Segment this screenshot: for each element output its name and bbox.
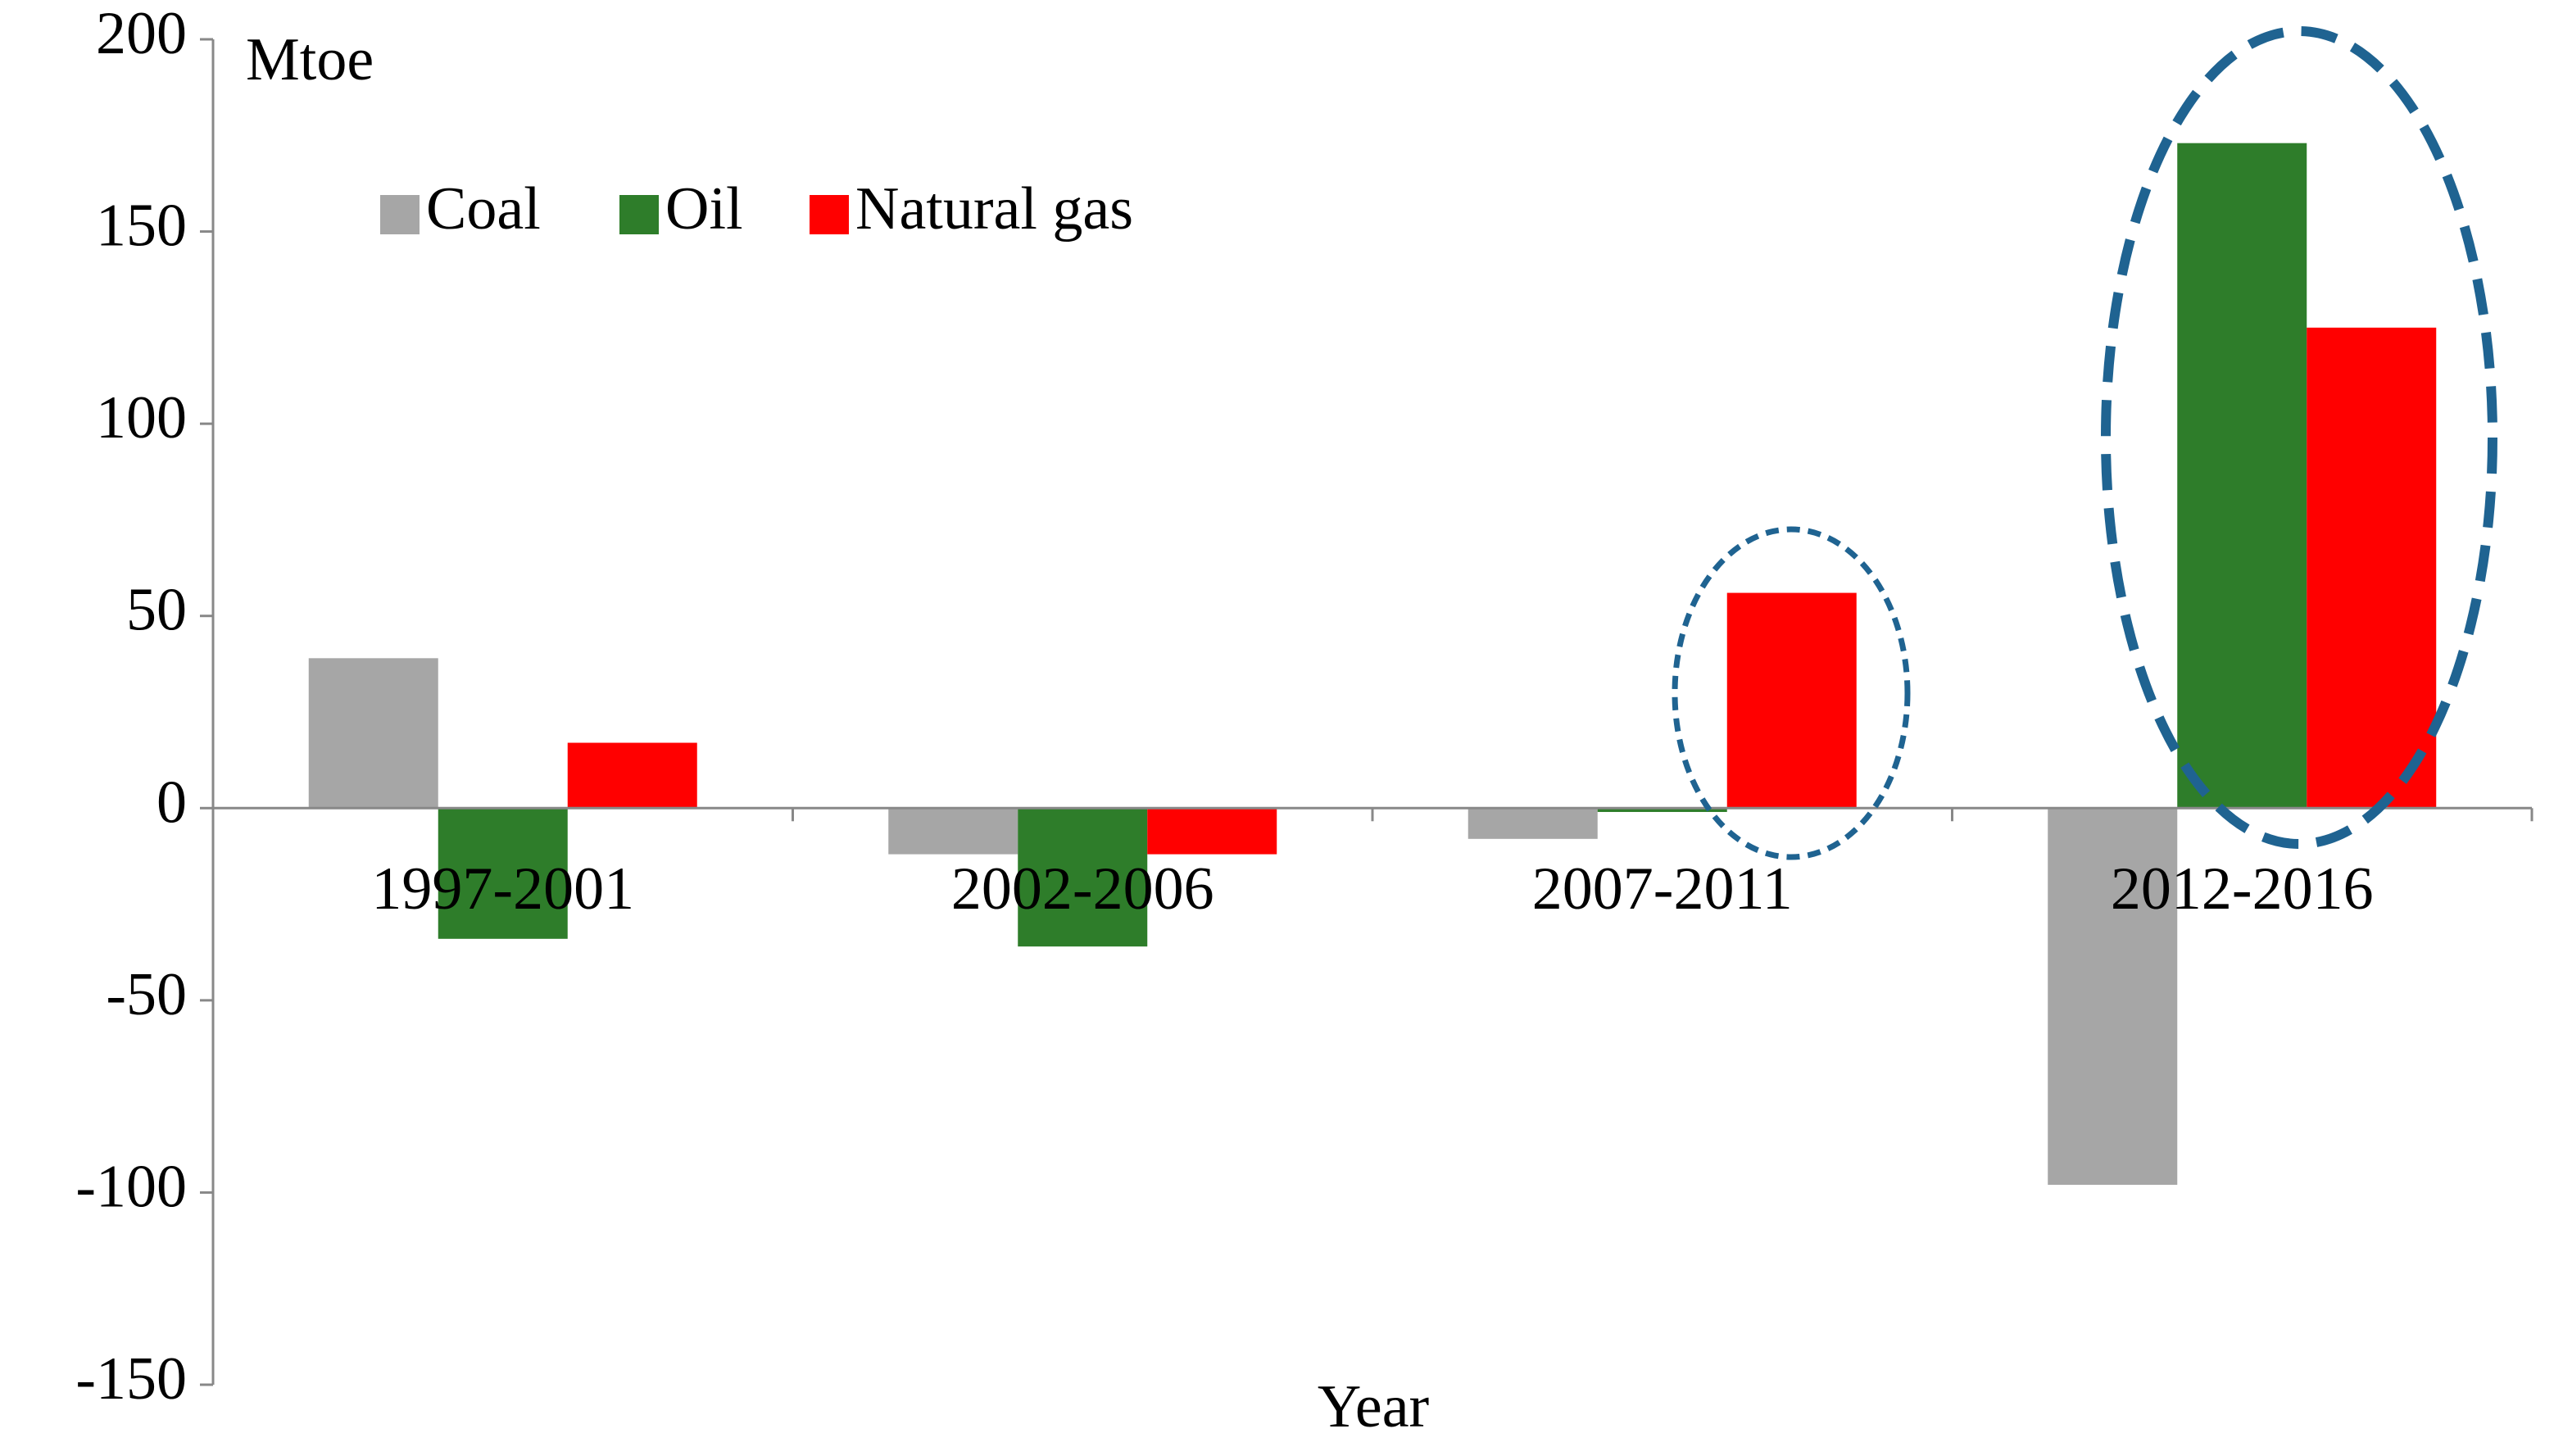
legend-swatch — [380, 195, 420, 234]
bar — [1467, 808, 1598, 839]
highlight-ellipse — [1672, 526, 1911, 860]
x-tick-label: 2002-2006 — [951, 855, 1214, 923]
highlight-ellipse — [2101, 26, 2497, 849]
legend-label: Coal — [426, 175, 541, 243]
y-tick-label: 150 — [96, 193, 187, 260]
bar — [1597, 808, 1727, 812]
x-tick-label: 2007-2011 — [1532, 855, 1793, 923]
y-tick-label: 200 — [96, 0, 187, 67]
y-tick-label: -50 — [106, 961, 187, 1028]
bar — [2177, 143, 2307, 809]
y-axis-label: Mtoe — [246, 26, 374, 93]
legend-label: Natural gas — [855, 175, 1133, 243]
bar — [1147, 808, 1277, 855]
legend-swatch — [619, 195, 659, 234]
legend-swatch — [810, 195, 849, 234]
bar — [2048, 808, 2178, 1186]
x-tick-label: 1997-2001 — [371, 855, 634, 923]
legend-label: Oil — [665, 175, 743, 243]
y-tick-label: 100 — [96, 384, 187, 451]
y-tick-label: -100 — [75, 1153, 187, 1220]
bar — [1726, 592, 1857, 809]
bar — [438, 808, 568, 939]
y-tick-label: -150 — [75, 1345, 187, 1413]
bar — [2307, 327, 2437, 809]
y-tick-label: 0 — [157, 769, 187, 836]
x-axis-label: Year — [1318, 1373, 1429, 1440]
bar — [888, 808, 1018, 855]
x-tick-label: 2012-2016 — [2111, 855, 2374, 923]
bar — [567, 742, 697, 809]
y-tick-label: 50 — [126, 577, 187, 644]
bar — [308, 658, 438, 809]
bar — [1018, 808, 1148, 947]
